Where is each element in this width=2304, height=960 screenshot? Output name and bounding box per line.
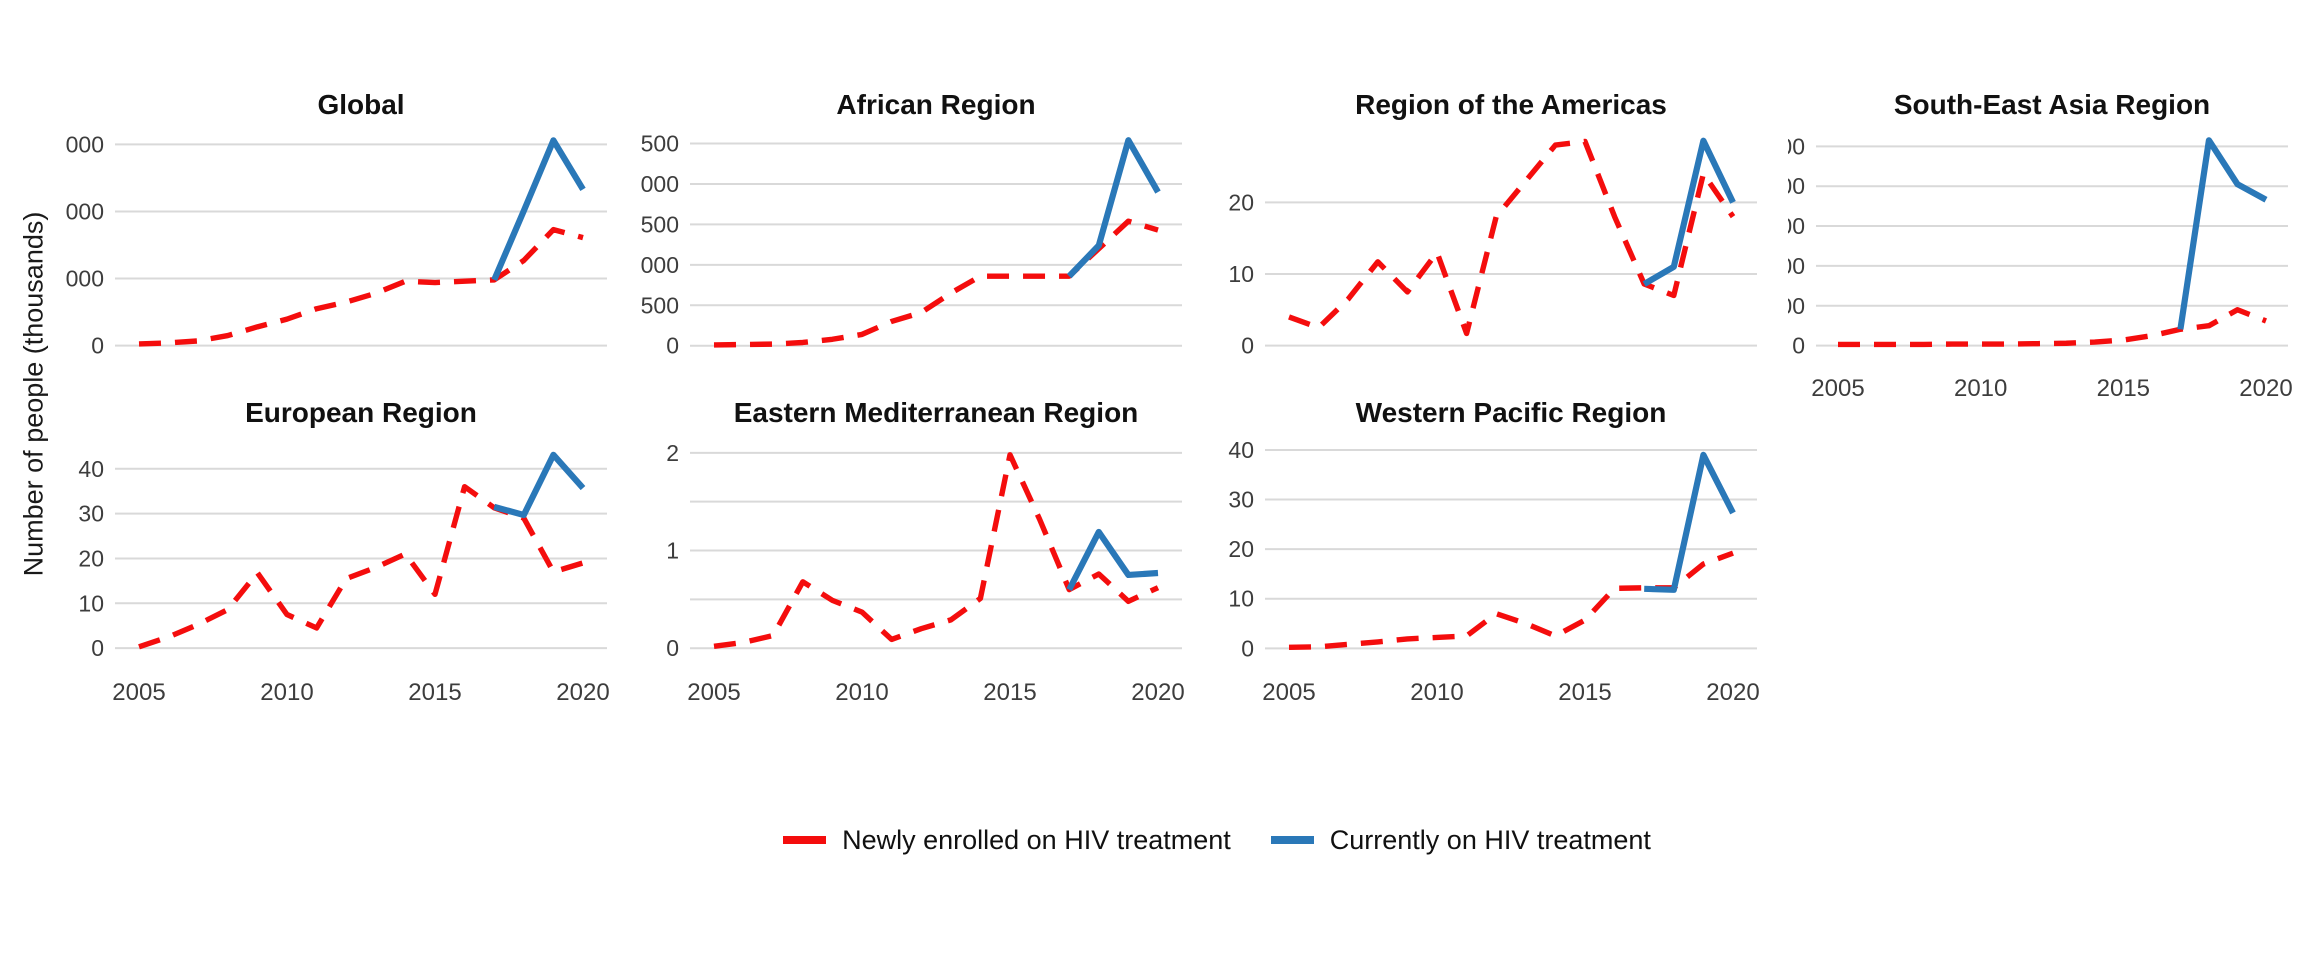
y-tick-label: 0 — [1241, 333, 1254, 359]
series-line-currently-on-treatment — [1644, 451, 1736, 593]
y-tick-label: 40 — [1228, 437, 1254, 463]
series-line-newly-enrolled — [1288, 138, 1736, 337]
x-tick-label: 2015 — [1558, 679, 1611, 706]
series-line-newly-enrolled — [138, 484, 584, 650]
x-tick-label: 2010 — [1954, 375, 2007, 402]
x-tick-label: 2015 — [983, 679, 1036, 706]
y-tick-label: 400 — [1788, 173, 1805, 199]
x-tick-label: 2020 — [2239, 375, 2292, 402]
x-tick-label: 2005 — [1262, 679, 1315, 706]
panel-title: Region of the Americas — [1355, 89, 1667, 120]
y-tick-label: 2 500 — [635, 131, 679, 157]
panel-european-region: 0 10 20 30 40 2005 2010 2015 2020 European Region — [78, 397, 609, 706]
panel-region-of-the-americas: 0 10 20 Region of the Americas — [1228, 89, 1757, 359]
series-line-newly-enrolled — [713, 452, 1160, 649]
y-tick-label: 2 000 — [60, 198, 104, 224]
y-tick-label: 1 000 — [60, 266, 104, 292]
x-tick-label: 2005 — [112, 679, 165, 706]
x-tick-label: 2005 — [687, 679, 740, 706]
legend-swatch-currently — [1270, 836, 1314, 844]
x-tick-label: 2015 — [2097, 375, 2150, 402]
y-tick-label: 1 — [666, 538, 679, 564]
x-tick-label: 2010 — [260, 679, 313, 706]
x-tick-label: 2005 — [1811, 375, 1864, 402]
y-tick-label: 0 — [1241, 635, 1254, 661]
panel-title: Eastern Mediterranean Region — [734, 397, 1139, 428]
series-line-newly-enrolled — [713, 218, 1159, 348]
x-tick-label: 2020 — [556, 679, 609, 706]
x-tick-label: 2010 — [835, 679, 888, 706]
y-tick-label: 30 — [1228, 487, 1254, 513]
y-tick-label: 1 500 — [635, 211, 679, 237]
x-tick-label: 2015 — [408, 679, 461, 706]
y-tick-label: 0 — [1792, 333, 1805, 359]
panel-title: Western Pacific Region — [1356, 397, 1667, 428]
series-line-currently-on-treatment — [493, 451, 586, 519]
y-tick-label: 500 — [1788, 133, 1805, 159]
series-line-newly-enrolled — [138, 226, 584, 347]
legend-item-newly-enrolled: Newly enrolled on HIV treatment — [783, 825, 1231, 856]
series-line-currently-on-treatment — [1066, 137, 1161, 279]
panel-title: European Region — [245, 397, 477, 428]
y-tick-label: 30 — [78, 501, 104, 527]
y-tick-label: 10 — [78, 590, 104, 616]
y-tick-label: 0 — [666, 635, 679, 661]
series-line-newly-enrolled — [1838, 307, 2267, 348]
legend-swatch-newly-enrolled — [783, 836, 827, 844]
panel-eastern-mediterranean-region: 0 1 2 2005 2010 2015 2020 Eastern Mediterranean… — [666, 397, 1184, 706]
panel-title: Global — [317, 89, 404, 120]
y-tick-label: 100 — [1788, 293, 1805, 319]
x-tick-label: 2010 — [1410, 679, 1463, 706]
legend-label-currently: Currently on HIV treatment — [1329, 824, 1651, 855]
panel-african-region: 0 500 1 000 1 500 2 000 2 500 African Region — [635, 89, 1182, 359]
y-tick-label: 10 — [1228, 261, 1254, 287]
y-tick-label: 1 000 — [635, 252, 679, 278]
y-tick-label: 0 — [91, 333, 104, 359]
panel-south-east-asia-region: 0 100 200 300 400 500 2005 2010 2015 2020 South-Ea… — [1788, 89, 2293, 402]
series-line-currently-on-treatment — [491, 137, 586, 282]
y-tick-label: 0 — [666, 333, 679, 359]
panel-title: African Region — [836, 89, 1035, 120]
y-tick-label: 20 — [1228, 189, 1254, 215]
panel-title: South-East Asia Region — [1894, 89, 2210, 120]
y-tick-label: 2 — [666, 440, 679, 466]
y-tick-label: 20 — [1228, 536, 1254, 562]
y-tick-label: 10 — [1228, 586, 1254, 612]
y-tick-label: 300 — [1788, 213, 1805, 239]
series-line-currently-on-treatment — [2177, 137, 2268, 330]
series-line-currently-on-treatment — [1642, 137, 1736, 287]
y-tick-label: 3 000 — [60, 131, 104, 157]
series-line-currently-on-treatment — [1066, 528, 1159, 592]
panel-western-pacific-region: 0 10 20 30 40 2005 2010 2015 2020 Western Pacific… — [1228, 397, 1759, 706]
y-tick-label: 0 — [91, 635, 104, 661]
panel-global: 0 1 000 2 000 3 000 Global — [60, 89, 607, 359]
y-tick-label: 500 — [641, 292, 679, 318]
x-tick-label: 2020 — [1131, 679, 1184, 706]
y-tick-label: 20 — [78, 545, 104, 571]
y-axis-label: Number of people (thousands) — [18, 211, 49, 577]
legend-item-currently: Currently on HIV treatment — [1270, 824, 1651, 856]
legend-label-newly-enrolled: Newly enrolled on HIV treatment — [842, 824, 1231, 855]
y-tick-label: 40 — [78, 456, 104, 482]
series-line-newly-enrolled — [1288, 550, 1734, 651]
x-tick-label: 2020 — [1706, 679, 1759, 706]
legend: Newly enrolled on HIV treatment Currentl… — [130, 820, 2304, 860]
y-tick-label: 2 000 — [635, 171, 679, 197]
y-tick-label: 200 — [1788, 253, 1805, 279]
